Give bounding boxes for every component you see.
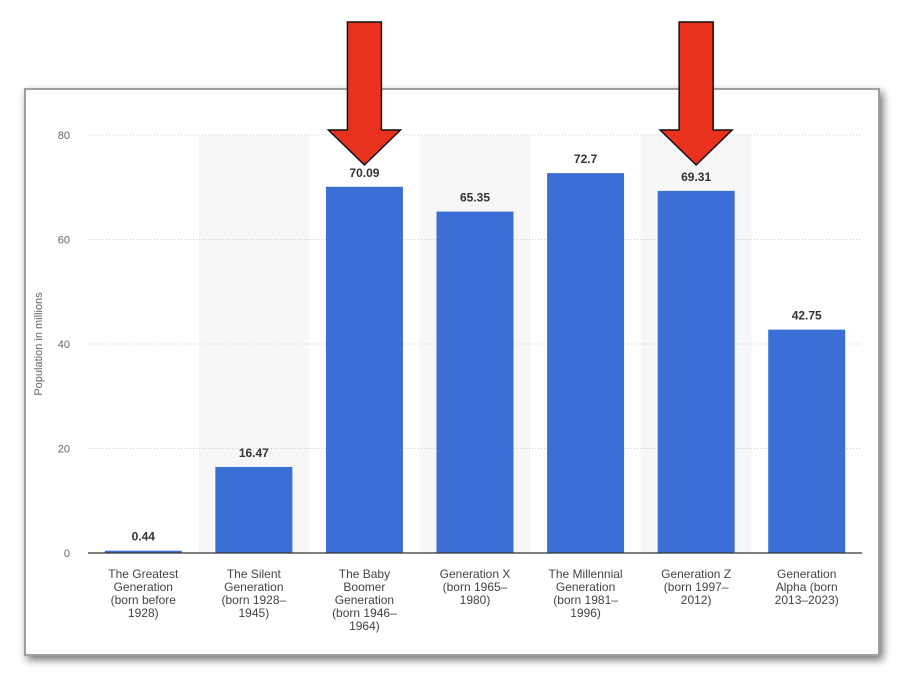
x-category-label: Generation Z (born 1997– 2012) <box>661 567 731 607</box>
bar <box>547 173 625 553</box>
bar <box>104 550 182 553</box>
x-category-label: Generation X (born 1965– 1980) <box>440 567 511 607</box>
y-tick-label: 40 <box>58 339 70 351</box>
y-tick-label: 60 <box>58 235 70 247</box>
bar <box>325 186 403 553</box>
y-tick-label: 80 <box>58 130 70 142</box>
highlight-arrow-icon <box>326 21 403 167</box>
bar <box>436 211 514 553</box>
y-axis-title: Population in millions <box>33 292 45 396</box>
bar <box>768 329 846 553</box>
x-category-label: Generation Alpha (born 2013–2023) <box>775 567 839 607</box>
x-category-label: The Millennial Generation (born 1981– 1996) <box>549 567 623 620</box>
x-category-label: The Greatest Generation (born before 1928) <box>108 567 179 620</box>
y-tick-label: 0 <box>64 548 70 560</box>
highlight-arrow-icon <box>658 21 734 167</box>
bar-value-label: 72.7 <box>574 152 598 166</box>
bar-value-label: 70.09 <box>349 166 379 180</box>
y-tick-label: 20 <box>58 444 70 456</box>
bar <box>215 466 293 553</box>
x-category-label: The Silent Generation (born 1928– 1945) <box>221 567 286 620</box>
bar-value-label: 65.35 <box>460 191 490 205</box>
x-category-label: The Baby Boomer Generation (born 1946– 1964) <box>332 567 397 633</box>
bar-value-label: 42.75 <box>792 309 822 323</box>
bar-value-label: 69.31 <box>681 170 711 184</box>
bar-value-label: 0.44 <box>132 530 156 544</box>
bar <box>657 190 735 553</box>
bar-value-label: 16.47 <box>239 446 269 460</box>
